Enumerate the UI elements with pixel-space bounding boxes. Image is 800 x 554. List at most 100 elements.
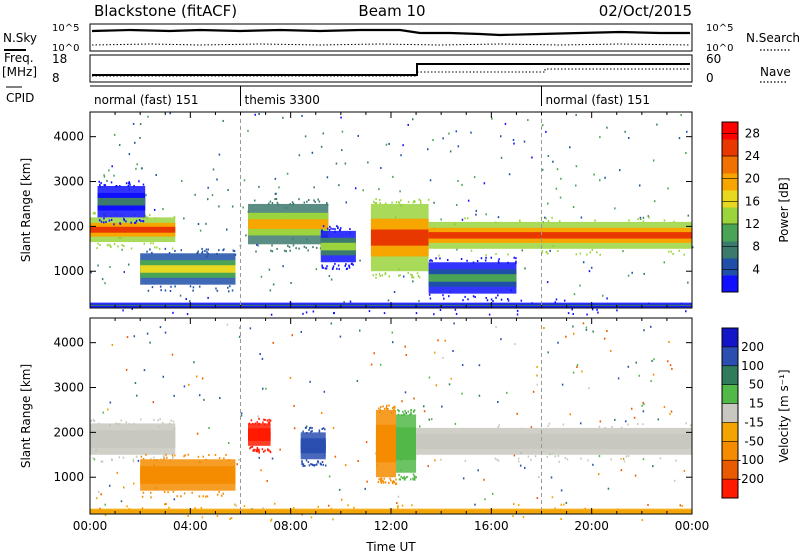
echo-speckle — [330, 507, 333, 510]
noise-pixel — [332, 426, 335, 429]
echo-speckle — [497, 294, 499, 297]
echo-speckle — [413, 474, 416, 477]
noise-pixel — [514, 343, 516, 346]
noise-pixel — [678, 137, 681, 140]
echo-speckle — [460, 257, 463, 260]
echo-speckle — [517, 460, 520, 463]
noise-pixel — [401, 400, 403, 403]
noise-tick-right-low: 10^0 — [706, 43, 733, 54]
echo-speckle — [567, 312, 570, 315]
velocity-colorbar-label: Velocity [m s⁻¹] — [777, 369, 791, 462]
echo-speckle — [318, 430, 321, 433]
echo-speckle — [668, 250, 670, 253]
noise-pixel — [576, 364, 579, 367]
echo-speckle — [207, 296, 209, 299]
noise-pixel — [639, 218, 642, 221]
echo-speckle — [531, 302, 533, 305]
freq-tick-low: 8 — [52, 71, 60, 85]
noise-pixel — [128, 153, 131, 156]
echo-speckle — [557, 454, 560, 457]
echo-speckle — [309, 426, 311, 429]
echo-speckle — [321, 461, 324, 464]
noise-pixel — [444, 339, 446, 342]
echo-speckle — [352, 263, 354, 266]
echo-speckle — [273, 502, 276, 505]
echo-speckle — [271, 202, 274, 205]
echo-speckle — [589, 251, 592, 254]
echo-speckle — [130, 247, 133, 250]
echo-speckle — [171, 247, 174, 250]
noise-pixel — [536, 365, 538, 368]
x-tick-label: 12:00 — [374, 519, 409, 533]
echo-speckle — [135, 219, 138, 222]
echo-speckle — [142, 220, 145, 223]
echo-speckle — [374, 202, 376, 205]
noise-pixel — [650, 380, 652, 383]
noise-pixel — [104, 282, 106, 285]
echo-speckle — [497, 426, 500, 429]
colorbar-tick-label: 100 — [741, 359, 764, 373]
echo-speckle — [541, 251, 543, 254]
echo-speckle — [208, 454, 210, 457]
noise-pixel — [599, 179, 601, 182]
echo-speckle — [264, 449, 266, 452]
echo-speckle — [598, 425, 601, 428]
noise-pixel — [572, 332, 575, 335]
power-y-ticks: 1000 2000 3000 4000 — [53, 130, 692, 278]
echo-speckle — [287, 244, 289, 247]
echo-speckle — [164, 289, 167, 292]
velocity-x-ticks: 00:00 04:00 08:00 12:00 16:00 20:00 00:00 — [73, 318, 709, 533]
echo-speckle — [383, 407, 386, 410]
echo-speckle — [415, 476, 418, 479]
noise-pixel — [188, 383, 190, 386]
echo-speckle — [104, 184, 107, 187]
echo-speckle — [429, 297, 432, 300]
echo-speckle — [318, 429, 321, 432]
echo-speckle — [170, 419, 172, 422]
x-tick-label: 08:00 — [273, 519, 308, 533]
echo-speckle — [256, 450, 259, 453]
echo-speckle — [230, 517, 233, 520]
echo-speckle — [154, 217, 157, 220]
echo-speckle — [276, 201, 279, 204]
noise-pixel — [311, 151, 314, 154]
echo-speckle — [413, 409, 416, 412]
echo-speckle — [149, 242, 152, 245]
echo-speckle — [413, 410, 415, 413]
echo-speckle — [269, 419, 272, 422]
noise-pixel — [340, 116, 342, 119]
echo-speckle — [530, 458, 532, 461]
echo-band-core — [428, 232, 692, 239]
echo-speckle — [332, 227, 334, 230]
noise-pixel — [639, 216, 642, 219]
echo-speckle — [157, 419, 159, 422]
noise-pixel — [323, 390, 326, 393]
echo-speckle — [325, 267, 328, 270]
noise-pixel — [164, 503, 166, 506]
echo-speckle — [128, 423, 130, 426]
noise-pixel — [691, 246, 694, 249]
noise-pixel — [642, 410, 645, 413]
noise-pixel — [652, 159, 655, 162]
noise-pixel — [338, 184, 340, 187]
echo-speckle — [442, 294, 444, 297]
echo-speckle — [439, 257, 441, 260]
echo-speckle — [404, 477, 407, 480]
echo-speckle — [383, 312, 386, 315]
echo-speckle — [402, 410, 404, 413]
echo-speckle — [150, 457, 152, 460]
echo-speckle — [378, 407, 380, 410]
noise-pixel — [206, 198, 209, 201]
echo-speckle — [563, 299, 566, 302]
echo-speckle — [379, 477, 382, 480]
echo-speckle — [93, 420, 96, 423]
noise-pixel — [320, 411, 323, 414]
echo-speckle — [285, 250, 287, 253]
echo-speckle — [218, 457, 221, 460]
echo-speckle — [271, 244, 273, 247]
echo-speckle — [326, 202, 328, 205]
noise-pixel — [547, 202, 549, 205]
echo-speckle — [663, 219, 666, 222]
echo-speckle — [142, 457, 145, 460]
noise-pixel — [462, 477, 465, 480]
